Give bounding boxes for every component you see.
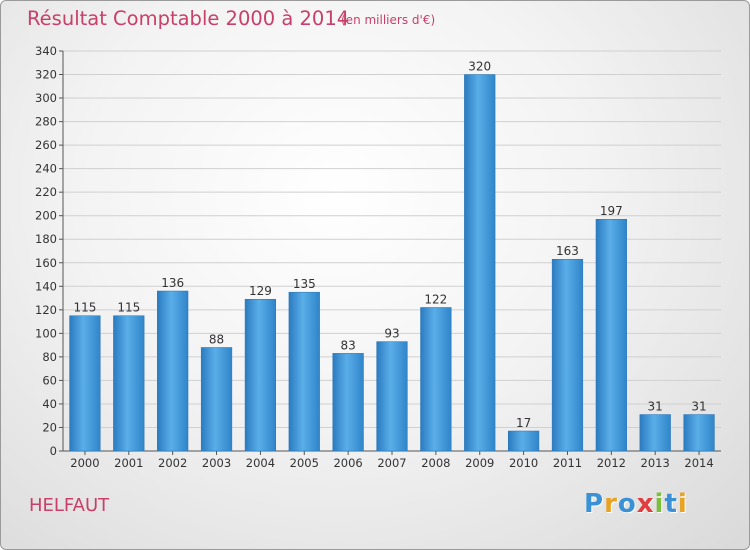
x-tick-label: 2008 bbox=[421, 456, 450, 470]
y-tick-label: 220 bbox=[35, 185, 57, 199]
x-tick-label: 2010 bbox=[509, 456, 538, 470]
data-label-2000: 115 bbox=[73, 301, 96, 315]
bar-2001 bbox=[113, 315, 145, 452]
labels: 0 20 40 60 80 100 120 140 160 180 200 220 240 260 280 3… bbox=[35, 44, 714, 470]
bar-2004 bbox=[244, 298, 277, 452]
y-tick-label: 280 bbox=[35, 115, 57, 129]
bar-2002 bbox=[157, 290, 189, 452]
y-tick-label: 340 bbox=[35, 44, 57, 58]
bar-2013 bbox=[639, 414, 671, 452]
bar-2006 bbox=[332, 353, 364, 452]
data-label-2012: 197 bbox=[600, 204, 623, 218]
x-tick-label: 2002 bbox=[158, 456, 187, 470]
y-tick-label: 260 bbox=[35, 138, 57, 152]
chart-subtitle: (en milliers d'€) bbox=[341, 13, 436, 27]
y-tick-label: 40 bbox=[42, 397, 57, 411]
y-tick-label: 100 bbox=[35, 326, 57, 340]
y-tick-label: 120 bbox=[35, 303, 57, 317]
data-label-2006: 83 bbox=[340, 338, 355, 352]
bar-2012 bbox=[595, 218, 627, 452]
logo-letter: t bbox=[664, 489, 678, 519]
y-tick-label: 60 bbox=[42, 373, 57, 387]
bar-2005 bbox=[288, 291, 320, 452]
y-tick-label: 320 bbox=[35, 68, 57, 82]
data-label-2011: 163 bbox=[556, 244, 579, 258]
x-tick-label: 2011 bbox=[553, 456, 582, 470]
bar-2003 bbox=[200, 347, 233, 452]
x-tick-label: 2005 bbox=[290, 456, 319, 470]
data-label-2005: 135 bbox=[293, 277, 316, 291]
x-tick-label: 2009 bbox=[465, 456, 494, 470]
data-label-2010: 17 bbox=[516, 416, 531, 430]
data-label-2002: 136 bbox=[161, 276, 184, 290]
y-tick-label: 200 bbox=[35, 209, 57, 223]
bar-2009 bbox=[464, 74, 496, 452]
x-tick-label: 2007 bbox=[377, 456, 406, 470]
logo-letter: P bbox=[584, 489, 605, 519]
logo-letter: x bbox=[636, 489, 655, 519]
bar-2014 bbox=[683, 414, 715, 452]
x-tick-label: 2000 bbox=[70, 456, 99, 470]
data-label-2008: 122 bbox=[424, 292, 447, 306]
data-label-2003: 88 bbox=[209, 332, 224, 346]
data-label-2001: 115 bbox=[117, 301, 140, 315]
x-tick-label: 2004 bbox=[246, 456, 275, 470]
logo-letter: o bbox=[617, 489, 637, 519]
data-label-2014: 31 bbox=[691, 400, 706, 414]
y-tick-label: 80 bbox=[42, 350, 57, 364]
proxiti-logo: Proxiti bbox=[584, 489, 688, 519]
data-label-2009: 320 bbox=[468, 60, 491, 74]
y-tick-label: 160 bbox=[35, 256, 57, 270]
bars bbox=[69, 74, 715, 452]
y-tick-label: 180 bbox=[35, 232, 57, 246]
x-tick-label: 2013 bbox=[641, 456, 670, 470]
logo-letter: i bbox=[654, 489, 665, 519]
data-label-2007: 93 bbox=[384, 327, 399, 341]
chart-title: Résultat Comptable 2000 à 2014 bbox=[27, 7, 350, 30]
x-tick-label: 2003 bbox=[202, 456, 231, 470]
bar-2011 bbox=[551, 258, 584, 452]
bar-2010 bbox=[507, 430, 540, 452]
x-tick-label: 2006 bbox=[333, 456, 362, 470]
x-tick-label: 2012 bbox=[597, 456, 626, 470]
y-tick-label: 140 bbox=[35, 279, 57, 293]
y-tick-label: 300 bbox=[35, 91, 57, 105]
logo-letter: r bbox=[604, 489, 618, 519]
bar-2007 bbox=[376, 341, 408, 452]
y-tick-label: 0 bbox=[50, 444, 57, 458]
y-tick-label: 20 bbox=[42, 420, 57, 434]
data-label-2004: 129 bbox=[249, 284, 272, 298]
bar-2008 bbox=[420, 307, 452, 452]
x-tick-label: 2001 bbox=[114, 456, 143, 470]
data-label-2013: 31 bbox=[648, 400, 663, 414]
place-name: HELFAUT bbox=[29, 495, 110, 516]
bar-2000 bbox=[69, 315, 101, 452]
y-tick-label: 240 bbox=[35, 162, 57, 176]
logo-letter: i bbox=[677, 489, 688, 519]
x-tick-label: 2014 bbox=[684, 456, 713, 470]
